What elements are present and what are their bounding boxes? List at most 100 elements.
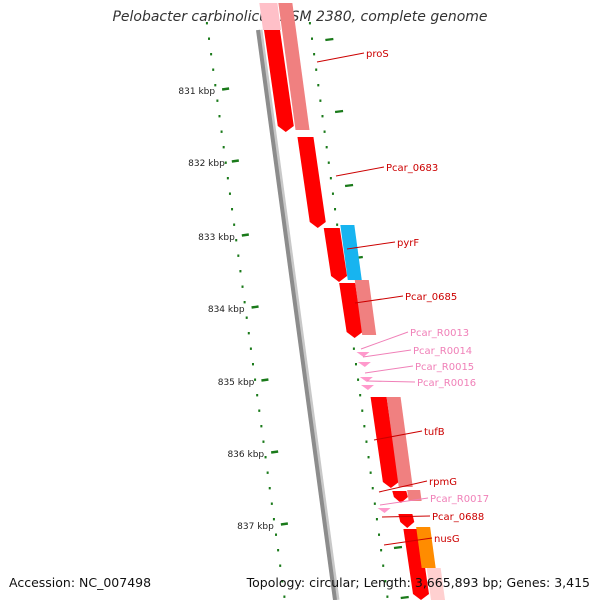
guide-dot-inner [258, 409, 261, 412]
guide-dot-outer [331, 192, 334, 195]
cds-block [416, 527, 436, 568]
guide-dot-outer [373, 502, 376, 505]
guide-dot-inner [226, 177, 229, 180]
guide-dot-inner [208, 37, 211, 40]
tick-mark [231, 159, 240, 163]
guide-dot-outer [317, 84, 320, 87]
feature-labels: proS Pcar_0683 pyrF Pcar_0685 Pcar_R0013 Pcar… [316, 49, 489, 546]
feature-label[interactable]: Pcar_R0015 [415, 362, 474, 373]
gene-arrow [392, 491, 408, 503]
gene-arrow [398, 514, 415, 528]
tick-label: 833 kbp [198, 233, 235, 243]
leader-line [373, 430, 423, 441]
feature-label[interactable]: Pcar_R0013 [410, 328, 469, 339]
rna-marker [360, 385, 374, 390]
kbp-ticks: 831 kbp 832 kbp 833 kbp 834 kbp 835 kbp 836 k… [178, 37, 409, 600]
cds-block [426, 568, 445, 600]
cds-block [340, 225, 362, 280]
gene-arrow [370, 397, 399, 488]
guide-dot-inner [205, 22, 208, 25]
cds-block [386, 397, 413, 487]
rna-marker [357, 362, 371, 367]
guide-dot-inner [245, 316, 248, 319]
feature-label[interactable]: pyrF [397, 238, 419, 249]
leader-line [335, 166, 385, 177]
feature-label[interactable]: Pcar_0683 [386, 163, 438, 174]
feature-label[interactable]: rpmG [429, 477, 457, 488]
feature-label[interactable]: tufB [424, 427, 445, 438]
guide-dot-inner [243, 301, 246, 304]
guide-dot-inner [277, 549, 280, 552]
guide-dot-outer [359, 394, 362, 397]
feature-label[interactable]: Pcar_0688 [432, 512, 484, 523]
leader-line [378, 480, 428, 493]
guide-dot-inner [216, 99, 219, 102]
tick-mark [261, 378, 269, 382]
guide-dot-inner [264, 456, 267, 459]
map-title: Pelobacter carbinolicus DSM 2380, comple… [112, 9, 488, 25]
guide-dot-inner [254, 378, 257, 381]
guide-dot-inner [231, 208, 234, 211]
tick-mark [251, 305, 259, 309]
guide-dot-inner [279, 564, 282, 567]
guide-dot-inner [237, 254, 240, 257]
tick-mark [270, 450, 279, 454]
guide-dot-inner [214, 84, 217, 87]
leader-line [354, 295, 404, 304]
guide-dot-inner [239, 270, 242, 273]
guide-dot-outer [375, 518, 378, 521]
guide-dot-inner [268, 487, 271, 490]
minor-tick [344, 183, 354, 188]
guide-dot-outer [361, 409, 364, 412]
guide-dot-outer [334, 208, 337, 211]
genome-backbone [256, 29, 337, 600]
minor-tick [334, 109, 344, 114]
leader-line [381, 515, 431, 518]
gene-arrow [403, 529, 429, 600]
rna-marker [359, 377, 373, 382]
feature-label[interactable]: Pcar_R0017 [430, 494, 489, 505]
guide-dot-inner [270, 502, 273, 505]
cds-block [407, 490, 422, 501]
tick-label: 831 kbp [178, 87, 215, 97]
feature-label[interactable]: Pcar_0685 [405, 292, 457, 303]
guide-dot-outer [363, 425, 366, 428]
feature-arrows [259, 3, 445, 600]
guide-dot-outer [371, 487, 374, 490]
tick-label: 836 kbp [227, 450, 264, 460]
leader-line [346, 241, 396, 250]
minor-tick [393, 545, 403, 550]
gene-arrow [339, 283, 363, 338]
guide-dot-inner [247, 332, 250, 335]
guide-dot-inner [218, 115, 221, 118]
tick-label: 832 kbp [188, 159, 225, 169]
feature-label[interactable]: Pcar_R0014 [413, 346, 472, 357]
guide-dot-outer [319, 99, 322, 102]
leader-line [366, 380, 416, 383]
feature-label[interactable]: proS [366, 49, 389, 60]
guide-dot-outer [308, 22, 311, 25]
guide-dot-outer [354, 363, 357, 366]
guide-dot-outer [323, 130, 326, 133]
gene-arrow [297, 137, 326, 228]
rna-marker [377, 508, 391, 513]
guide-dot-inner [281, 580, 284, 583]
leader-line [379, 497, 429, 506]
accession-label: Accession: NC_007498 [9, 575, 152, 590]
guide-dot-outer [382, 564, 385, 567]
guide-dot-inner [249, 347, 252, 350]
guide-dot-outer [311, 37, 314, 40]
guide-dot-inner [224, 161, 227, 164]
guide-dot-outer [369, 471, 372, 474]
genome-summary: Topology: circular; Length: 3,665,893 bp… [246, 575, 590, 590]
feature-label[interactable]: nusG [434, 534, 460, 545]
gene-arrow [264, 30, 294, 132]
cds-block [278, 3, 310, 130]
guide-dot-outer [357, 378, 360, 381]
guide-dot-outer [336, 223, 339, 226]
guide-dot-outer [329, 177, 332, 180]
feature-label[interactable]: Pcar_R0016 [417, 378, 476, 389]
tick-mark [241, 233, 249, 237]
leader-line [316, 52, 365, 63]
